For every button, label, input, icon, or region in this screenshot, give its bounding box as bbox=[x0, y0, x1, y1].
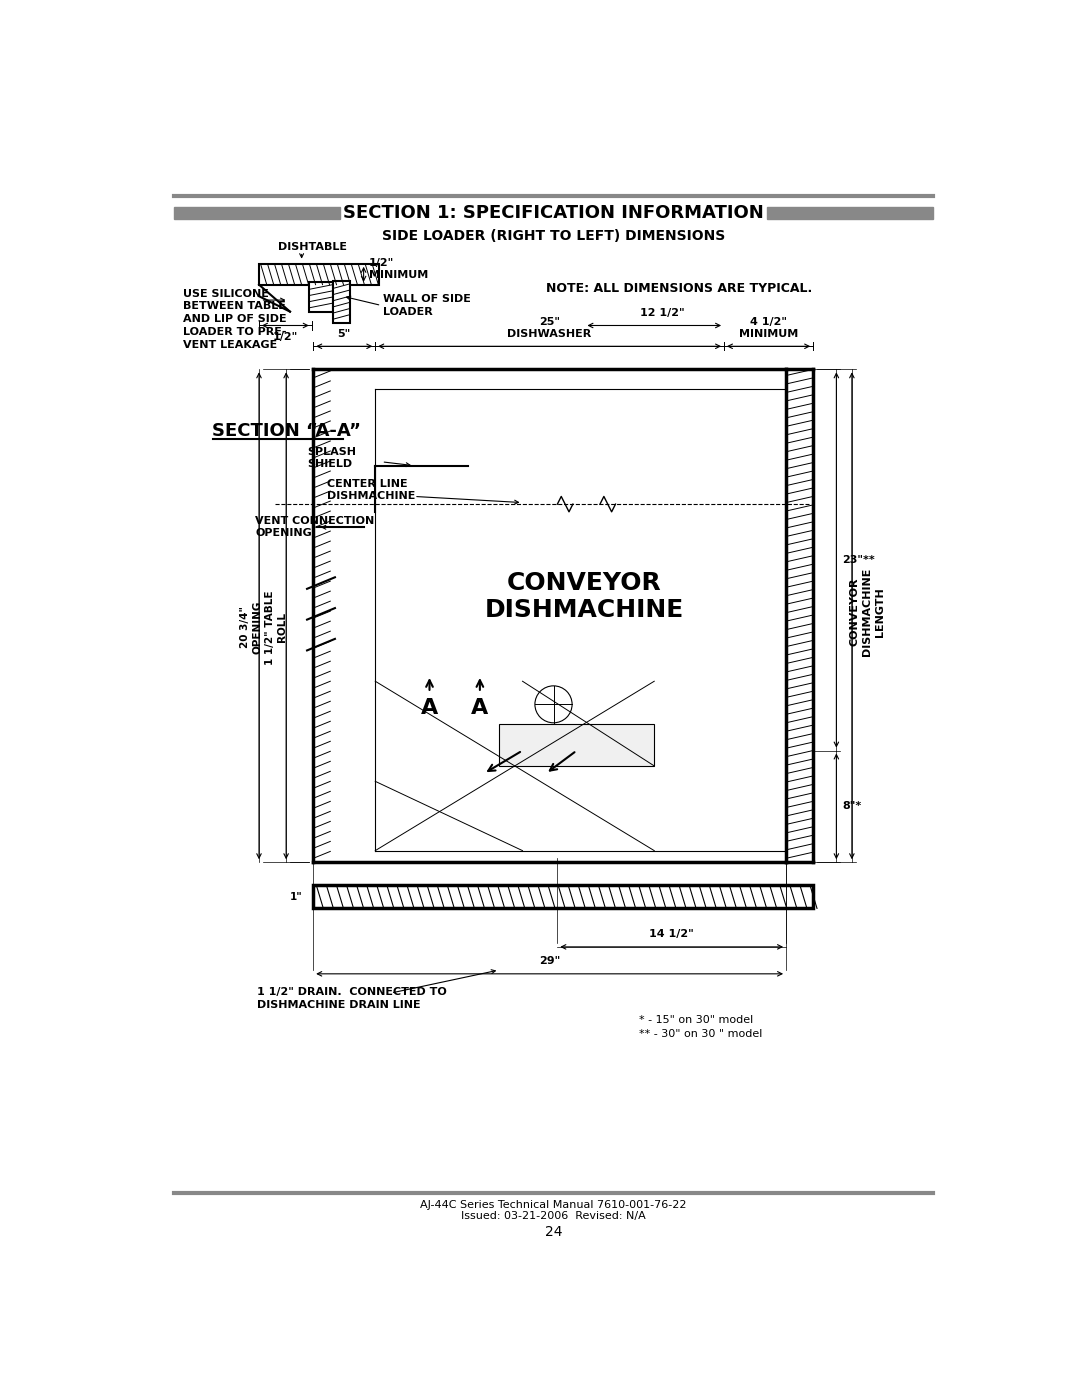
Text: 5": 5" bbox=[338, 328, 351, 338]
Text: * - 15" on 30" model: * - 15" on 30" model bbox=[638, 1016, 753, 1025]
Text: CONVEYOR
DISHMACHINE
LENGTH: CONVEYOR DISHMACHINE LENGTH bbox=[850, 567, 885, 657]
Text: 24: 24 bbox=[544, 1225, 563, 1239]
Text: 12 1/2": 12 1/2" bbox=[639, 307, 685, 317]
Text: 20 3/4"
OPENING: 20 3/4" OPENING bbox=[240, 601, 262, 654]
Bar bbox=[767, 207, 933, 219]
Text: 8"*: 8"* bbox=[842, 802, 862, 812]
Text: AJ-44C Series Technical Manual 7610-001-76-22: AJ-44C Series Technical Manual 7610-001-… bbox=[420, 1200, 687, 1210]
Text: 4 1/2"
MINIMUM: 4 1/2" MINIMUM bbox=[739, 317, 798, 338]
Text: A: A bbox=[421, 698, 438, 718]
Text: SECTION “A-A”: SECTION “A-A” bbox=[213, 422, 362, 440]
Bar bbox=[174, 207, 340, 219]
Text: SIDE LOADER (RIGHT TO LEFT) DIMENSIONS: SIDE LOADER (RIGHT TO LEFT) DIMENSIONS bbox=[382, 229, 725, 243]
Bar bbox=[309, 282, 333, 312]
Text: 1/2": 1/2" bbox=[273, 332, 298, 342]
Bar bbox=[313, 886, 813, 908]
Bar bbox=[333, 281, 350, 323]
Text: USE SILICONE
BETWEEN TABLE
AND LIP OF SIDE
LOADER TO PRE-
VENT LEAKAGE: USE SILICONE BETWEEN TABLE AND LIP OF SI… bbox=[183, 289, 286, 349]
Text: WALL OF SIDE
LOADER: WALL OF SIDE LOADER bbox=[383, 295, 471, 317]
Text: CONVEYOR
DISHMACHINE: CONVEYOR DISHMACHINE bbox=[485, 570, 684, 623]
Bar bbox=[259, 264, 379, 285]
Text: 23"**: 23"** bbox=[842, 555, 875, 564]
Text: 1 1/2" TABLE
ROLL: 1 1/2" TABLE ROLL bbox=[265, 590, 287, 665]
Text: 29": 29" bbox=[539, 956, 561, 967]
Text: NOTE: ALL DIMENSIONS ARE TYPICAL.: NOTE: ALL DIMENSIONS ARE TYPICAL. bbox=[545, 282, 812, 295]
Text: 1/2"
MINIMUM: 1/2" MINIMUM bbox=[369, 258, 429, 281]
Text: ** - 30" on 30 " model: ** - 30" on 30 " model bbox=[638, 1028, 762, 1039]
Text: A: A bbox=[471, 698, 488, 718]
Text: VENT CONNECTION
OPENING: VENT CONNECTION OPENING bbox=[255, 515, 375, 538]
Bar bbox=[499, 724, 654, 766]
Text: 1": 1" bbox=[289, 891, 302, 902]
Text: SECTION 1: SPECIFICATION INFORMATION: SECTION 1: SPECIFICATION INFORMATION bbox=[343, 204, 764, 222]
Text: CENTER LINE
DISHMACHINE: CENTER LINE DISHMACHINE bbox=[327, 479, 416, 502]
Text: 14 1/2": 14 1/2" bbox=[649, 929, 694, 939]
Text: Issued: 03-21-2006  Revised: N/A: Issued: 03-21-2006 Revised: N/A bbox=[461, 1211, 646, 1221]
Text: SPLASH
SHIELD: SPLASH SHIELD bbox=[307, 447, 356, 469]
Text: 25"
DISHWASHER: 25" DISHWASHER bbox=[508, 317, 592, 338]
Text: 1 1/2" DRAIN.  CONNECTED TO
DISHMACHINE DRAIN LINE: 1 1/2" DRAIN. CONNECTED TO DISHMACHINE D… bbox=[257, 988, 447, 1010]
Text: DISHTABLE: DISHTABLE bbox=[279, 242, 348, 251]
